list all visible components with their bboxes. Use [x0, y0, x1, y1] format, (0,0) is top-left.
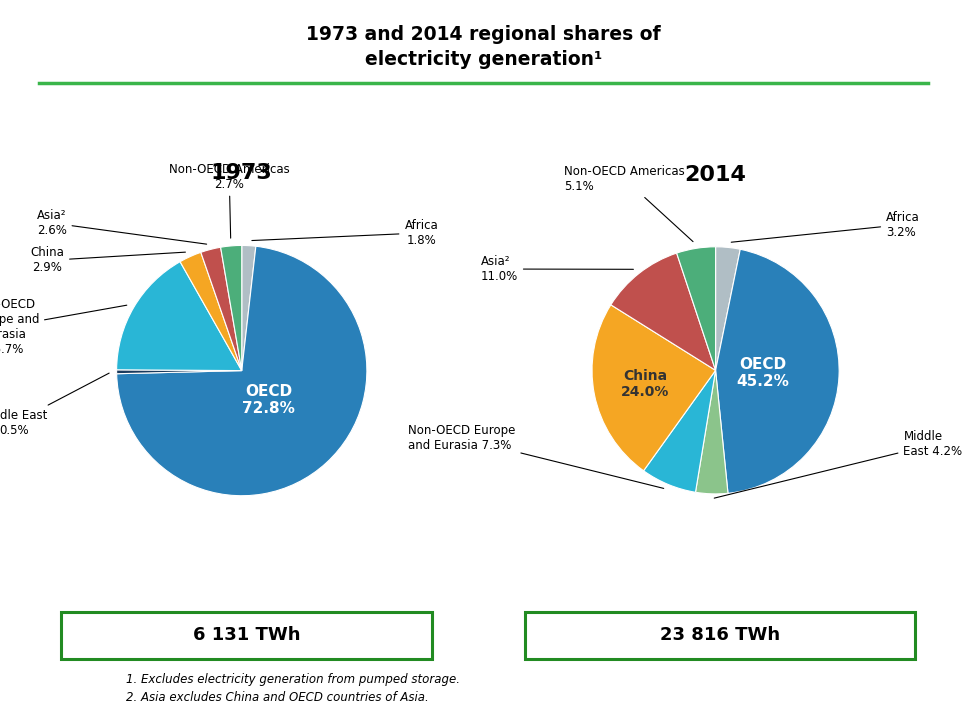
Wedge shape: [117, 246, 366, 495]
Text: China
24.0%: China 24.0%: [621, 369, 669, 399]
Wedge shape: [592, 305, 716, 471]
Wedge shape: [117, 261, 242, 370]
Text: Africa
3.2%: Africa 3.2%: [731, 210, 920, 242]
Text: 2014: 2014: [685, 165, 747, 185]
Text: Asia²
11.0%: Asia² 11.0%: [481, 255, 633, 283]
Text: 23 816 TWh: 23 816 TWh: [660, 626, 780, 645]
Text: Middle
East 4.2%: Middle East 4.2%: [715, 431, 962, 498]
Text: Non-OECD Americas
2.7%: Non-OECD Americas 2.7%: [169, 162, 289, 238]
Wedge shape: [117, 370, 242, 374]
Text: China
2.9%: China 2.9%: [30, 246, 186, 274]
FancyBboxPatch shape: [525, 612, 916, 658]
Wedge shape: [611, 253, 716, 370]
Text: OECD
45.2%: OECD 45.2%: [736, 357, 789, 389]
Text: 2. Asia excludes China and OECD countries of Asia.: 2. Asia excludes China and OECD countrie…: [126, 691, 428, 704]
Wedge shape: [201, 247, 242, 370]
Wedge shape: [716, 249, 839, 493]
Wedge shape: [220, 246, 242, 370]
Wedge shape: [644, 370, 716, 493]
Text: 6 131 TWh: 6 131 TWh: [192, 626, 301, 645]
Wedge shape: [242, 246, 256, 370]
Wedge shape: [180, 252, 242, 370]
Text: 1. Excludes electricity generation from pumped storage.: 1. Excludes electricity generation from …: [126, 673, 459, 686]
Text: Asia²
2.6%: Asia² 2.6%: [37, 209, 207, 244]
Text: 1973: 1973: [211, 163, 273, 183]
Wedge shape: [695, 370, 728, 494]
Text: Non-OECD Americas
5.1%: Non-OECD Americas 5.1%: [564, 165, 693, 242]
Wedge shape: [716, 247, 741, 370]
Text: Africa
1.8%: Africa 1.8%: [251, 219, 438, 247]
Text: Non-OECD Europe
and Eurasia 7.3%: Non-OECD Europe and Eurasia 7.3%: [408, 424, 663, 488]
Text: OECD
72.8%: OECD 72.8%: [243, 384, 295, 416]
FancyBboxPatch shape: [61, 612, 432, 658]
Text: 1973 and 2014 regional shares of
electricity generation¹: 1973 and 2014 regional shares of electri…: [307, 25, 660, 69]
Text: Non-OECD
Europe and
Eurasia
16.7%: Non-OECD Europe and Eurasia 16.7%: [0, 298, 127, 356]
Wedge shape: [677, 247, 716, 370]
Text: Middle East
0.5%: Middle East 0.5%: [0, 373, 109, 437]
